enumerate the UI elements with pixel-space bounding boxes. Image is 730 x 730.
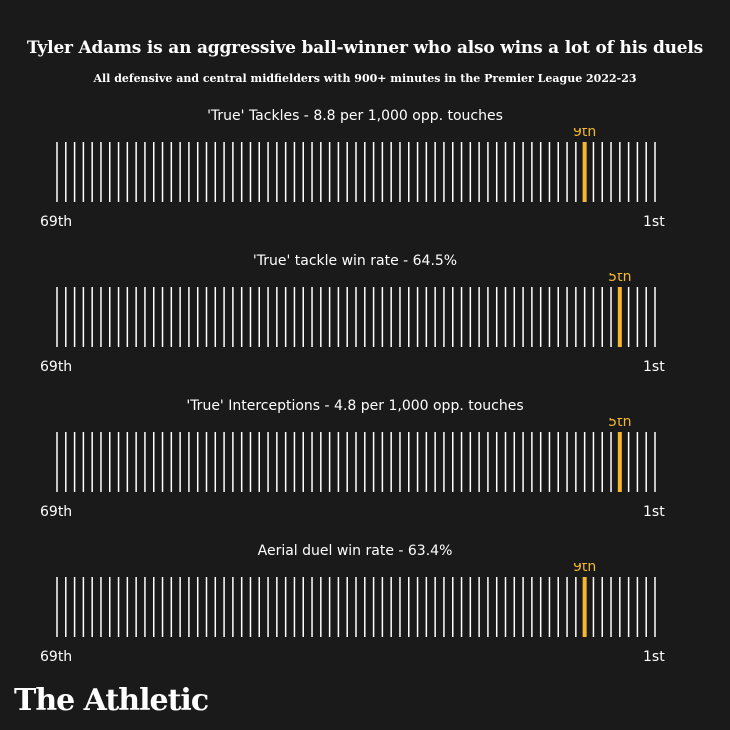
x-min-label: 69th [40, 359, 73, 375]
panel-title: 'True' Interceptions - 4.8 per 1,000 opp… [186, 398, 524, 414]
x-min-label: 69th [40, 504, 73, 520]
x-max-label: 1st [643, 359, 665, 375]
x-min-label: 69th [40, 214, 73, 230]
rank-strip: 5th [56, 418, 656, 492]
panel-aerial-duel-win-rate: Aerial duel win rate - 63.4% 9th 69th 1s… [0, 543, 730, 673]
panel-title: Aerial duel win rate - 63.4% [257, 543, 453, 559]
x-max-label: 1st [643, 649, 665, 665]
rank-highlight-label: 5th [608, 273, 631, 285]
x-max-label: 1st [643, 214, 665, 230]
panel-title: 'True' Tackles - 8.8 per 1,000 opp. touc… [207, 108, 503, 124]
panel-tackle-win-rate: 'True' tackle win rate - 64.5% 5th 69th … [0, 253, 730, 383]
rank-highlight-label: 9th [573, 563, 596, 575]
panel-true-interceptions: 'True' Interceptions - 4.8 per 1,000 opp… [0, 398, 730, 528]
rank-strip: 9th [56, 563, 656, 637]
panel-title: 'True' tackle win rate - 64.5% [252, 253, 458, 269]
the-athletic-logo: The Athletic [14, 683, 209, 718]
rank-strip: 5th [56, 273, 656, 347]
panel-true-tackles: 'True' Tackles - 8.8 per 1,000 opp. touc… [0, 108, 730, 238]
x-max-label: 1st [643, 504, 665, 520]
chart-title: Tyler Adams is an aggressive ball-winner… [26, 38, 704, 58]
chart-subtitle: All defensive and central midfielders wi… [93, 72, 637, 85]
rank-strip: 9th [56, 128, 656, 202]
rank-highlight-label: 9th [573, 128, 596, 140]
x-min-label: 69th [40, 649, 73, 665]
rank-highlight-label: 5th [608, 418, 631, 430]
